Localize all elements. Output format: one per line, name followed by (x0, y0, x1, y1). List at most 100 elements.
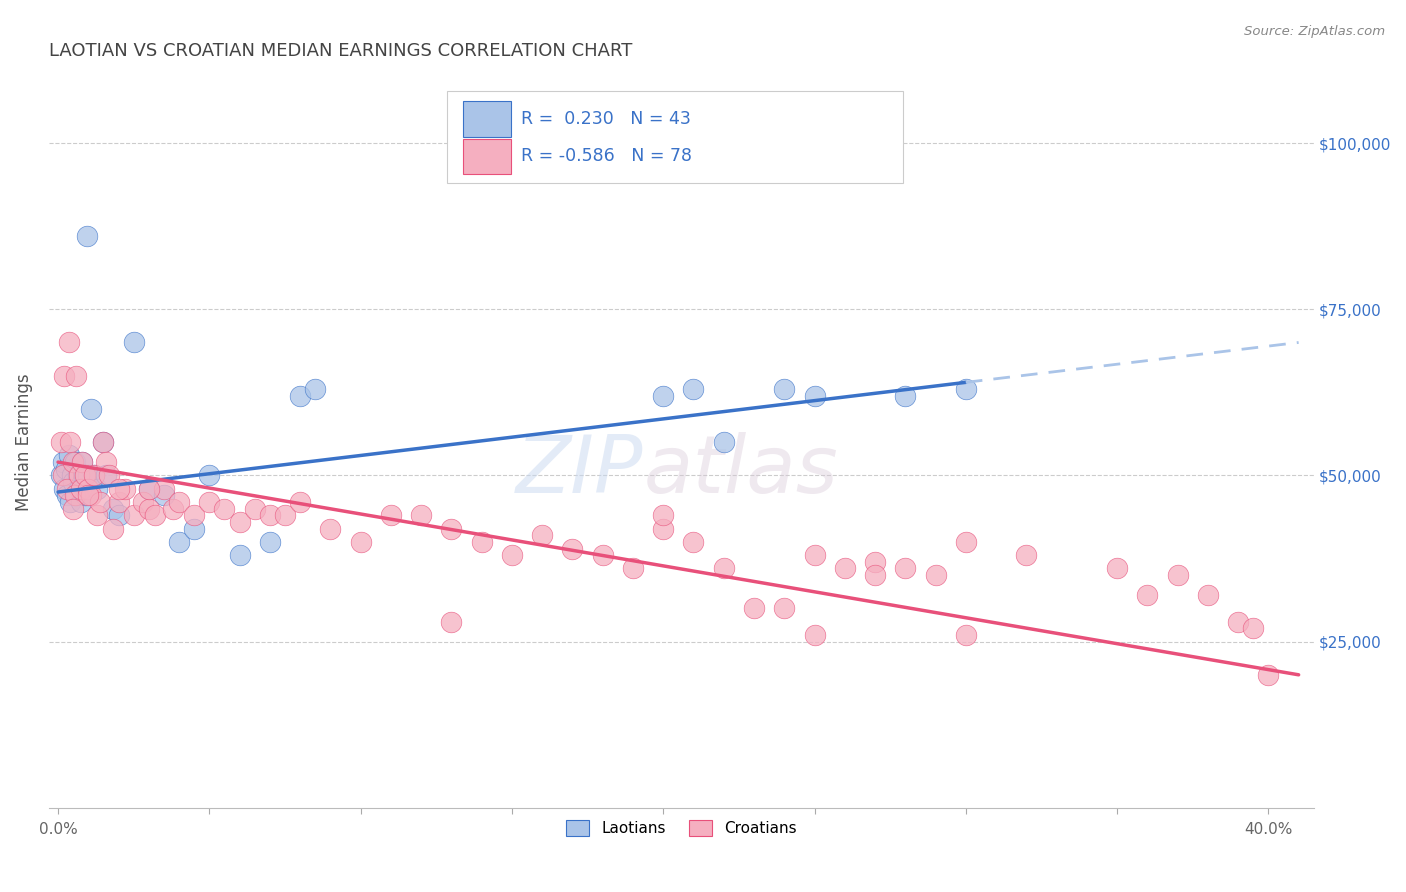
Point (143, 508, 166, 523)
Point (531, 528, 554, 542)
Point (162, 501, 184, 516)
Point (259, 508, 281, 523)
Point (75, 468, 97, 483)
Point (49, 468, 72, 483)
Point (75, 488, 97, 502)
Point (803, 548, 825, 562)
Point (56, 488, 79, 502)
Point (96, 468, 118, 483)
Point (101, 522, 124, 536)
Y-axis label: Median Earnings: Median Earnings (15, 374, 32, 511)
Point (62, 455, 84, 469)
Text: R =  0.230   N = 43: R = 0.230 N = 43 (520, 110, 690, 128)
Point (114, 482, 136, 496)
FancyBboxPatch shape (463, 102, 510, 136)
Point (73, 468, 96, 483)
Point (501, 548, 523, 562)
Point (288, 495, 311, 509)
Point (86, 508, 108, 523)
Point (214, 501, 236, 516)
Point (228, 515, 250, 529)
Point (89, 495, 111, 509)
Point (55, 462, 77, 476)
Point (67, 468, 90, 483)
Point (440, 615, 463, 629)
Point (1015, 548, 1038, 562)
Point (1241, 621, 1264, 635)
Point (62, 501, 84, 516)
Point (955, 534, 977, 549)
Point (72, 455, 94, 469)
Point (924, 568, 946, 582)
Point (1167, 568, 1189, 582)
Point (122, 508, 145, 523)
Point (561, 541, 583, 556)
Point (682, 534, 704, 549)
Point (1107, 561, 1129, 575)
FancyBboxPatch shape (447, 91, 903, 183)
Point (863, 555, 886, 569)
Point (652, 389, 675, 403)
FancyBboxPatch shape (463, 139, 510, 174)
Point (77, 488, 100, 502)
Point (62, 475, 84, 489)
Point (834, 561, 856, 575)
Point (773, 382, 796, 396)
Point (77, 482, 100, 496)
Point (1136, 588, 1159, 602)
Point (894, 389, 917, 403)
Point (1197, 588, 1219, 602)
Point (288, 389, 311, 403)
Point (72, 455, 94, 469)
Point (411, 508, 433, 523)
Point (167, 495, 190, 509)
Point (83, 468, 105, 483)
Point (80, 401, 103, 416)
Point (153, 488, 176, 502)
Text: Source: ZipAtlas.com: Source: ZipAtlas.com (1244, 25, 1385, 38)
Point (67, 482, 90, 496)
Point (93, 435, 115, 450)
Point (319, 522, 342, 536)
Point (83, 468, 105, 483)
Point (682, 382, 704, 396)
Point (803, 389, 825, 403)
Point (80, 488, 103, 502)
Point (65, 488, 87, 502)
Point (198, 495, 221, 509)
Point (107, 495, 129, 509)
Point (713, 435, 735, 450)
Point (1257, 668, 1279, 682)
Point (183, 508, 205, 523)
Point (138, 501, 160, 516)
Point (652, 508, 675, 523)
Point (60, 468, 83, 483)
Point (773, 601, 796, 615)
Point (59, 495, 82, 509)
Point (86, 482, 108, 496)
Point (96, 455, 118, 469)
Point (713, 561, 735, 575)
Text: atlas: atlas (644, 433, 838, 510)
Point (228, 548, 250, 562)
Point (132, 495, 155, 509)
Point (440, 522, 463, 536)
Point (107, 482, 129, 496)
Point (1227, 615, 1250, 629)
Point (53, 368, 76, 383)
Point (167, 534, 190, 549)
Point (274, 508, 297, 523)
Point (65, 368, 87, 383)
Point (153, 482, 176, 496)
Point (652, 522, 675, 536)
Point (98, 468, 121, 483)
Point (107, 508, 129, 523)
Point (76, 229, 98, 244)
Point (803, 628, 825, 642)
Point (471, 534, 494, 549)
Point (101, 501, 124, 516)
Point (259, 534, 281, 549)
Point (53, 482, 76, 496)
Point (69, 495, 91, 509)
Point (243, 501, 266, 516)
